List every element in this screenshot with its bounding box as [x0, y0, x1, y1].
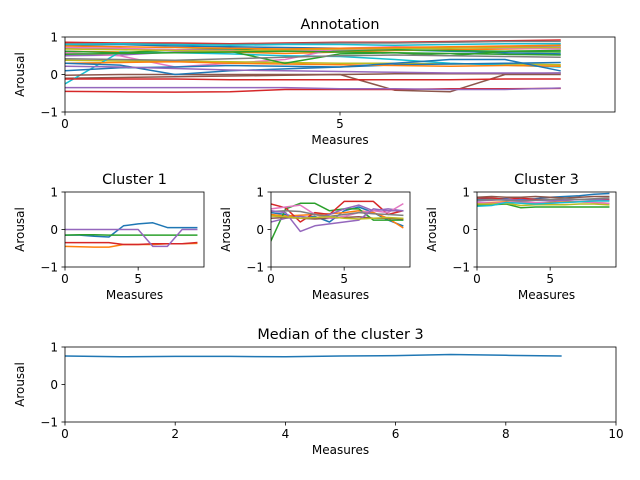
x-tick-label: 8: [502, 427, 510, 441]
series-line-5: [65, 228, 198, 248]
series-line-1: [65, 222, 198, 238]
y-tick-label: 1: [256, 185, 264, 199]
series-line-15: [65, 86, 561, 91]
y-tick-label: 0: [50, 68, 58, 82]
x-tick-label: 6: [392, 427, 400, 441]
x-axis-label: Measures: [518, 288, 575, 302]
chart-title: Cluster 2: [308, 172, 373, 188]
series-line-25: [65, 65, 561, 74]
series-group: [271, 200, 404, 242]
series-line-1: [65, 353, 562, 358]
y-tick-label: −1: [452, 260, 470, 274]
series-line-24: [65, 78, 561, 81]
chart-title: Median of the cluster 3: [257, 327, 423, 343]
y-axis-label: Arousal: [13, 362, 27, 407]
series-group: [65, 222, 198, 248]
series-line-4: [271, 200, 404, 223]
series-group: [65, 353, 562, 358]
chart-title: Cluster 3: [514, 172, 579, 188]
series-line-23: [65, 50, 561, 56]
y-tick-label: 1: [50, 30, 58, 44]
y-axis-label: Arousal: [425, 207, 439, 252]
x-tick-label: 2: [171, 427, 179, 441]
y-axis-label: Arousal: [13, 207, 27, 252]
series-line-22: [65, 44, 561, 50]
series-line-6: [477, 195, 610, 199]
x-tick-label: 0: [61, 427, 69, 441]
x-axis-label: Measures: [312, 288, 369, 302]
y-axis-label: Arousal: [13, 52, 27, 97]
x-tick-label: 0: [473, 272, 481, 286]
x-tick-label: 10: [608, 427, 623, 441]
series-group: [477, 192, 610, 209]
x-axis-label: Measures: [311, 133, 368, 147]
x-axis-label: Measures: [106, 288, 163, 302]
y-tick-label: 0: [256, 223, 264, 237]
y-tick-label: 1: [50, 340, 58, 354]
x-tick-label: 4: [282, 427, 290, 441]
series-line-21: [65, 58, 561, 76]
x-tick-label: 5: [546, 272, 554, 286]
chart-title: Annotation: [301, 17, 380, 33]
series-line-20: [65, 43, 561, 47]
series-line-10: [477, 200, 610, 208]
x-axis-label: Measures: [312, 443, 369, 457]
y-tick-label: −1: [246, 260, 264, 274]
y-tick-label: 0: [462, 223, 470, 237]
series-line-9: [271, 208, 404, 233]
x-tick-label: 5: [340, 272, 348, 286]
y-tick-label: 1: [462, 185, 470, 199]
series-group: [65, 39, 561, 93]
x-tick-label: 0: [267, 272, 275, 286]
y-tick-label: 1: [50, 185, 58, 199]
plot-frame: [270, 191, 411, 268]
series-line-8: [477, 197, 610, 202]
x-tick-label: 0: [61, 117, 69, 131]
series-line-18: [65, 54, 561, 62]
series-line-16: [65, 72, 561, 77]
plot-frame: [64, 346, 617, 423]
series-line-8: [271, 210, 404, 218]
series-line-10: [271, 215, 404, 220]
x-tick-label: 5: [336, 117, 344, 131]
x-tick-label: 5: [134, 272, 142, 286]
series-line-12: [65, 61, 561, 68]
x-tick-label: 0: [61, 272, 69, 286]
y-tick-label: 0: [50, 378, 58, 392]
y-tick-label: −1: [40, 415, 58, 429]
series-line-4: [65, 241, 198, 246]
y-axis-label: Arousal: [219, 207, 233, 252]
y-tick-label: −1: [40, 105, 58, 119]
y-tick-label: −1: [40, 260, 58, 274]
chart-title: Cluster 1: [102, 172, 167, 188]
y-tick-label: 0: [50, 223, 58, 237]
